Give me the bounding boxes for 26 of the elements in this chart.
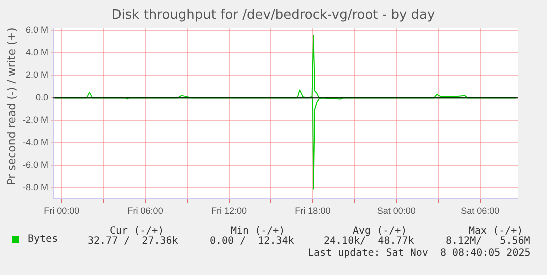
- x-tick-label: Sat 06:00: [461, 206, 500, 216]
- y-tick-label: -2.0 M: [22, 115, 49, 126]
- y-tick-label: -8.0 M: [22, 182, 49, 192]
- text: Avg (-/+): [353, 226, 408, 237]
- x-tick-label: Sat 00:00: [377, 206, 416, 216]
- y-tick-label: 2.0 M: [26, 70, 49, 80]
- legend-label: Bytes: [28, 234, 58, 245]
- text: Cur (-/+): [110, 226, 164, 237]
- x-tick-label: Fri 06:00: [128, 206, 164, 216]
- y-axis-title: Pr second read (-) / write (+): [6, 26, 18, 188]
- text: Last update: Sat Nov 8 08:40:05 2025: [308, 248, 531, 259]
- chart-title: Disk throughput for /dev/bedrock-vg/root - by day: [110, 8, 436, 23]
- text: Min (-/+): [231, 226, 286, 237]
- text: Max (-/+): [469, 226, 524, 237]
- x-tick-label: Fri 12:00: [211, 206, 248, 216]
- x-tick-label: Fri 18:00: [295, 206, 331, 216]
- y-tick-label: -6.0 M: [22, 160, 49, 170]
- text: 32.77 / 27.36k: [88, 236, 178, 247]
- y-tick-label: 4.0 M: [26, 48, 49, 58]
- x-tick-label: Fri 00:00: [44, 206, 80, 216]
- y-tick-label: 0.0: [36, 92, 49, 103]
- text: 24.10k/ 48.77k: [324, 236, 414, 247]
- y-tick-label: -4.0 M: [22, 138, 49, 148]
- text: 0.00 / 12.34k: [210, 236, 294, 247]
- y-tick-label: 6.0 M: [26, 25, 49, 36]
- text: 8.12M/ 5.56M: [446, 236, 530, 247]
